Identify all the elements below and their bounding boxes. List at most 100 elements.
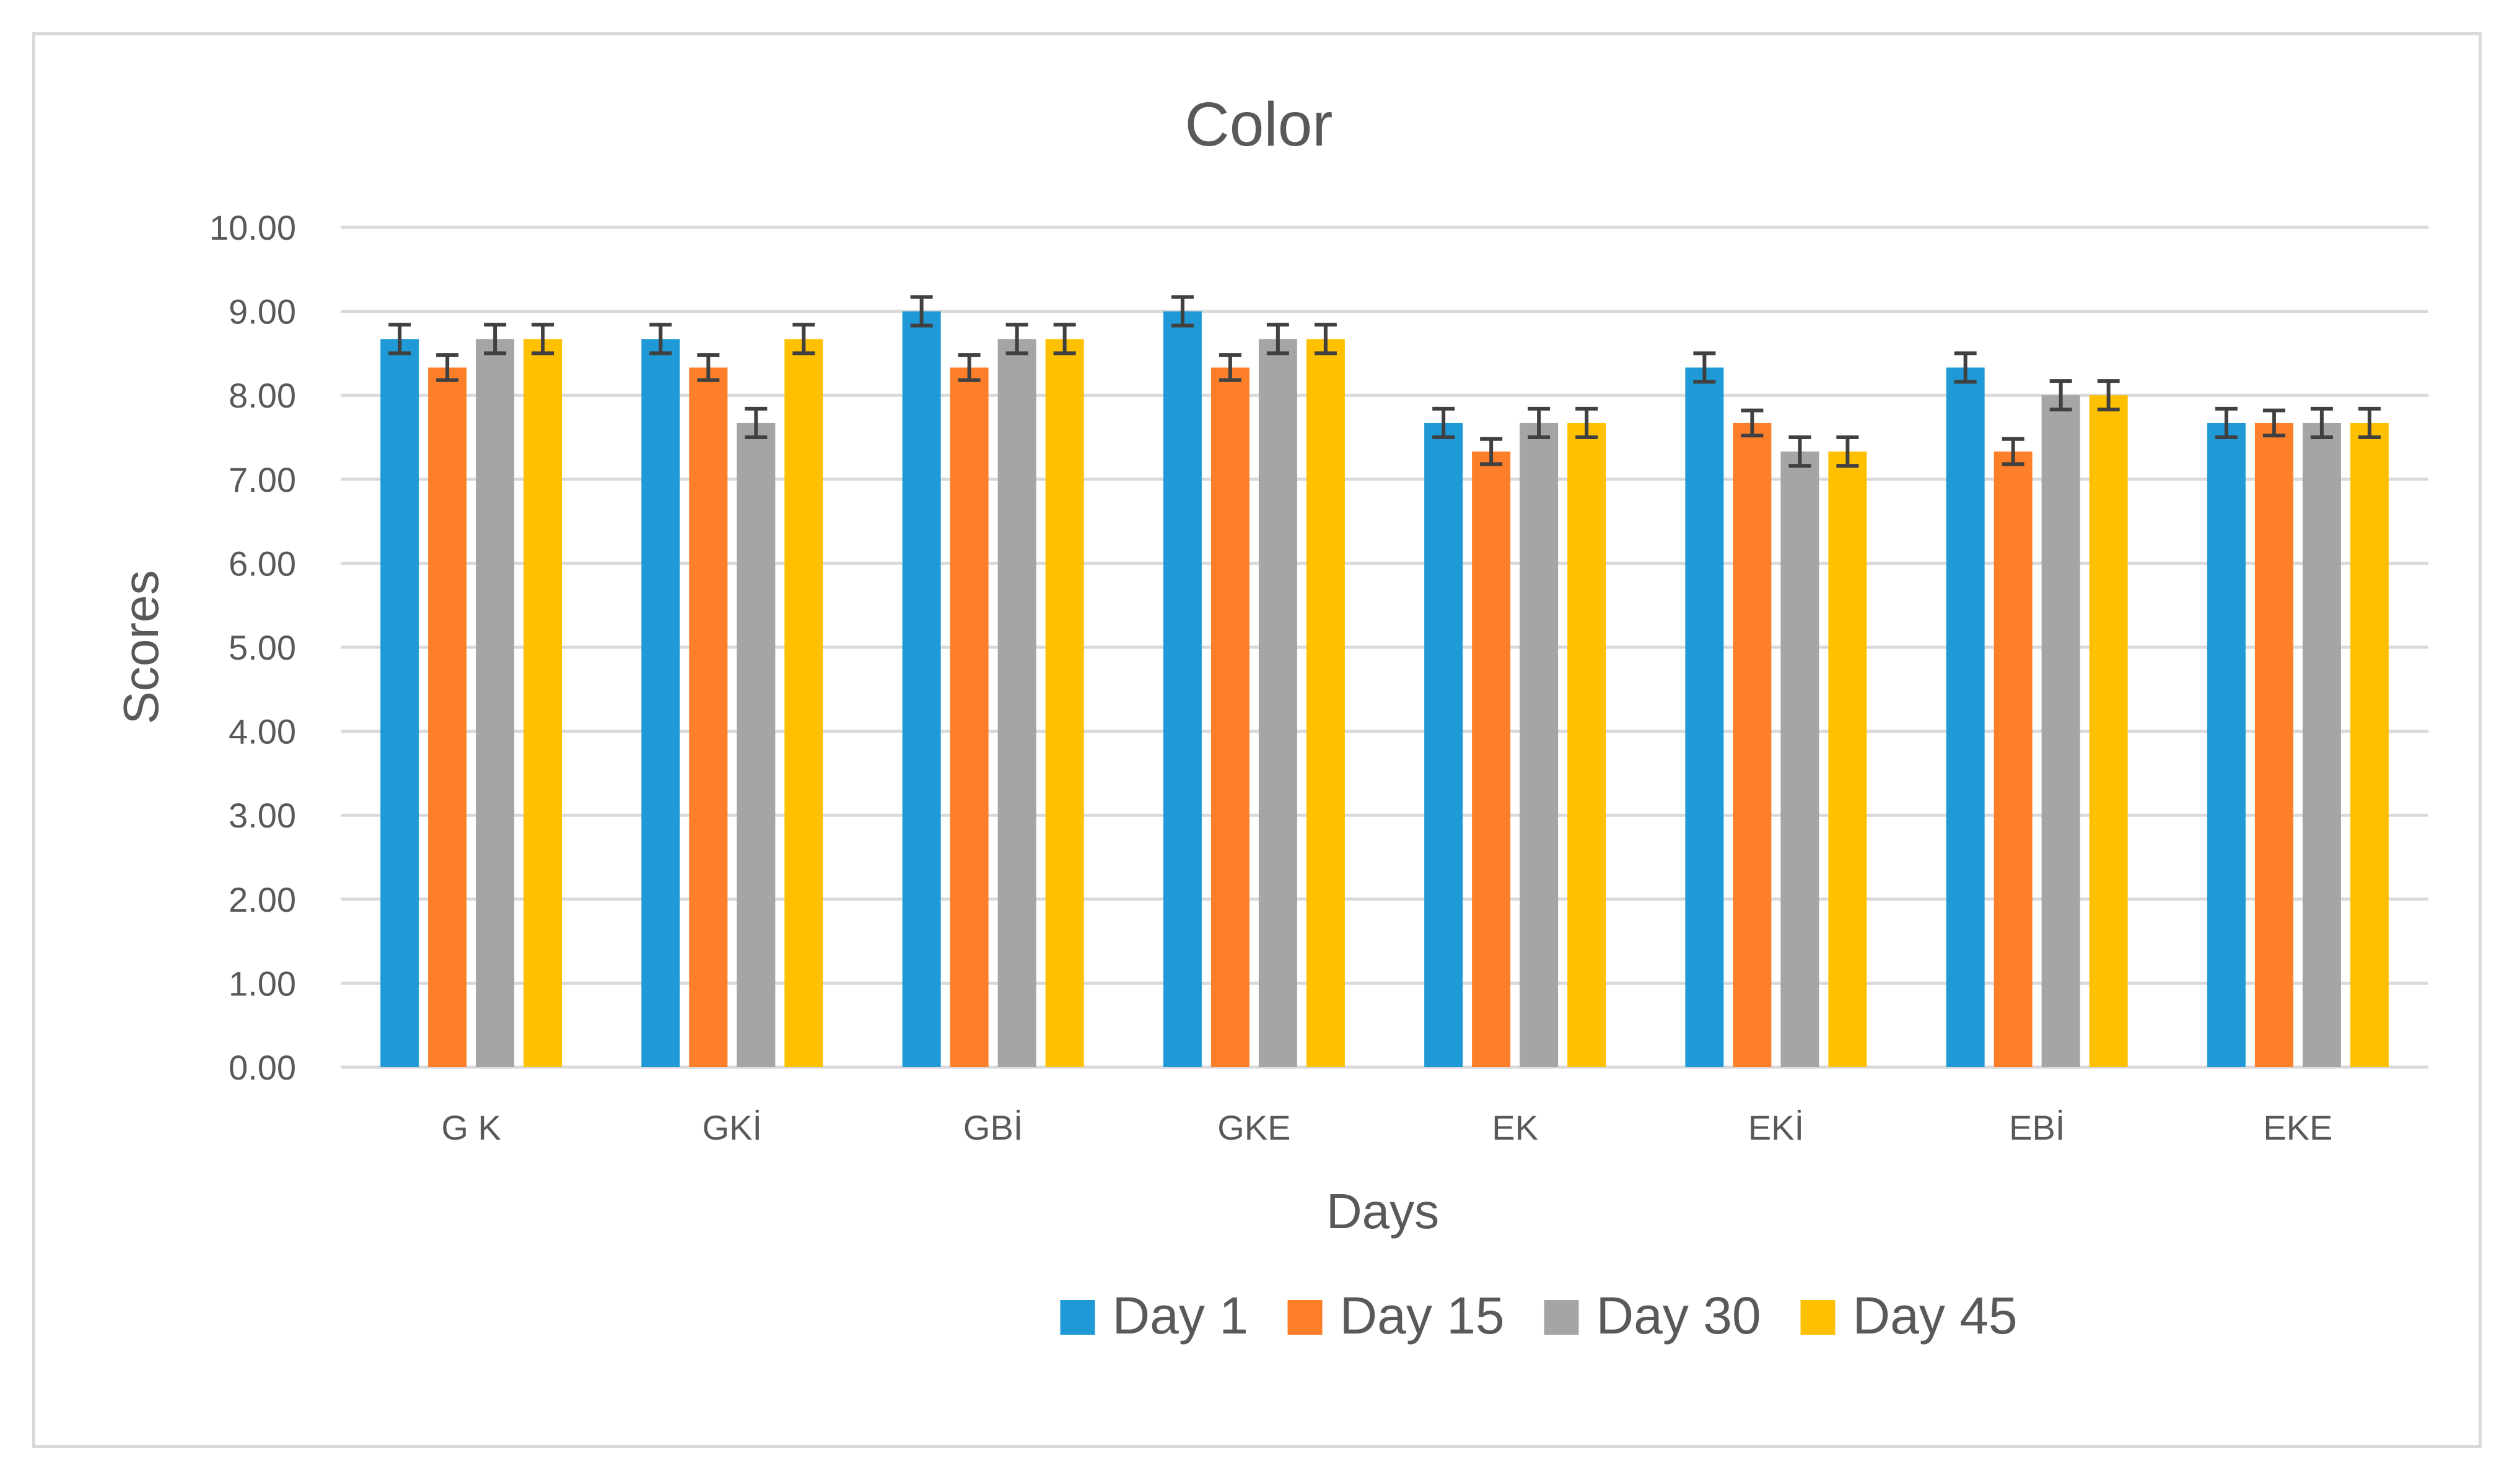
bar — [523, 339, 562, 1067]
error-bar — [1432, 406, 1455, 439]
bar — [1567, 422, 1606, 1067]
error-bar — [1575, 406, 1598, 439]
error-bar — [1836, 435, 1859, 468]
error-bar — [1954, 351, 1977, 384]
legend-swatch — [1060, 1300, 1095, 1335]
bar — [997, 339, 1036, 1067]
error-bar — [436, 353, 459, 382]
x-tick-label: EK — [1492, 1108, 1538, 1147]
bar — [1685, 367, 1724, 1067]
y-axis-title: Scores — [113, 570, 169, 725]
error-bar — [1528, 406, 1551, 439]
bar — [428, 367, 467, 1067]
bar — [1780, 452, 1819, 1067]
bar — [1472, 452, 1511, 1067]
legend-swatch — [1287, 1300, 1323, 1335]
error-bar — [1005, 323, 1028, 356]
y-tick-label: 0.00 — [229, 1048, 296, 1087]
legend-item: Day 15 — [1287, 1286, 1505, 1345]
x-tick-label: GKE — [1217, 1108, 1290, 1147]
legend-swatch — [1800, 1300, 1836, 1335]
bar — [380, 339, 419, 1067]
bar — [2207, 422, 2246, 1067]
legend-label: Day 15 — [1340, 1286, 1505, 1345]
error-bar — [388, 323, 411, 356]
x-tick-label: GBİ — [963, 1108, 1023, 1147]
error-bar — [1788, 435, 1811, 468]
bar — [1424, 422, 1463, 1067]
x-tick-label: GKİ — [703, 1108, 762, 1147]
error-bar — [1053, 323, 1076, 356]
error-bar — [2310, 406, 2333, 439]
error-bar — [2215, 406, 2238, 439]
y-tick-label: 3.00 — [229, 796, 296, 835]
bar — [1828, 452, 1867, 1067]
y-tick-label: 6.00 — [229, 544, 296, 583]
error-bar — [1171, 295, 1194, 328]
error-bar — [2358, 406, 2381, 439]
x-tick-label: EKE — [2263, 1108, 2332, 1147]
x-axis-title: Days — [1326, 1184, 1439, 1239]
bar — [476, 339, 515, 1067]
error-bar — [2097, 379, 2120, 412]
bar — [2089, 395, 2128, 1068]
error-bar — [2049, 379, 2072, 412]
y-tick-label: 9.00 — [229, 292, 296, 331]
error-bar — [649, 323, 672, 356]
y-axis-ticks: 0.00 1.00 2.00 3.00 4.00 5.00 6.00 7.00 8.00 9.00… — [209, 208, 296, 1087]
y-tick-label: 5.00 — [229, 628, 296, 667]
x-axis-ticks: G K GKİ GBİ GKE EK EKİ EBİ EKE — [441, 1108, 2332, 1147]
legend-label: Day 30 — [1596, 1286, 1761, 1345]
legend: Day 1 Day 15 Day 30 Day 45 — [1060, 1286, 2018, 1345]
y-tick-label: 4.00 — [229, 712, 296, 751]
error-bar — [958, 353, 981, 382]
y-tick-label: 10.00 — [209, 208, 296, 247]
error-bar — [484, 323, 507, 356]
bar — [950, 367, 989, 1067]
bar — [2302, 422, 2341, 1067]
error-bar — [1693, 351, 1716, 384]
error-bar — [910, 295, 933, 328]
legend-swatch — [1544, 1300, 1579, 1335]
y-tick-label: 2.00 — [229, 880, 296, 919]
error-bar — [1219, 353, 1241, 382]
x-tick-label: EKİ — [1748, 1108, 1804, 1147]
bar — [1994, 452, 2033, 1067]
bar — [1163, 311, 1202, 1068]
bar — [1520, 422, 1559, 1067]
legend-label: Day 1 — [1113, 1286, 1248, 1345]
error-bar — [1741, 408, 1764, 438]
error-bar — [2002, 437, 2025, 466]
bar — [1210, 367, 1250, 1067]
chart-title: Color — [1185, 90, 1333, 159]
legend-label: Day 45 — [1853, 1286, 2018, 1345]
bar — [1306, 339, 1345, 1067]
error-bar — [745, 406, 768, 439]
x-tick-label: G K — [441, 1108, 501, 1147]
legend-item: Day 45 — [1800, 1286, 2018, 1345]
x-tick-label: EBİ — [2009, 1108, 2065, 1147]
bar — [784, 339, 823, 1067]
bar — [902, 311, 941, 1068]
bar — [2041, 395, 2080, 1068]
error-bar — [2262, 408, 2285, 438]
bar — [1258, 339, 1297, 1067]
bar — [641, 339, 680, 1067]
bar — [737, 422, 776, 1067]
bar — [1045, 339, 1084, 1067]
error-bar — [1314, 323, 1337, 356]
legend-item: Day 30 — [1544, 1286, 1761, 1345]
bar — [1733, 422, 1772, 1067]
bar — [689, 367, 728, 1067]
legend-item: Day 1 — [1060, 1286, 1248, 1345]
gridlines — [341, 225, 2428, 1069]
error-bar — [1266, 323, 1289, 356]
error-bar — [792, 323, 815, 356]
y-tick-label: 1.00 — [229, 964, 296, 1003]
bar — [2350, 422, 2389, 1067]
error-bar — [697, 353, 720, 382]
error-bar — [532, 323, 554, 356]
error-bars — [388, 295, 2381, 468]
y-tick-label: 8.00 — [229, 376, 296, 415]
